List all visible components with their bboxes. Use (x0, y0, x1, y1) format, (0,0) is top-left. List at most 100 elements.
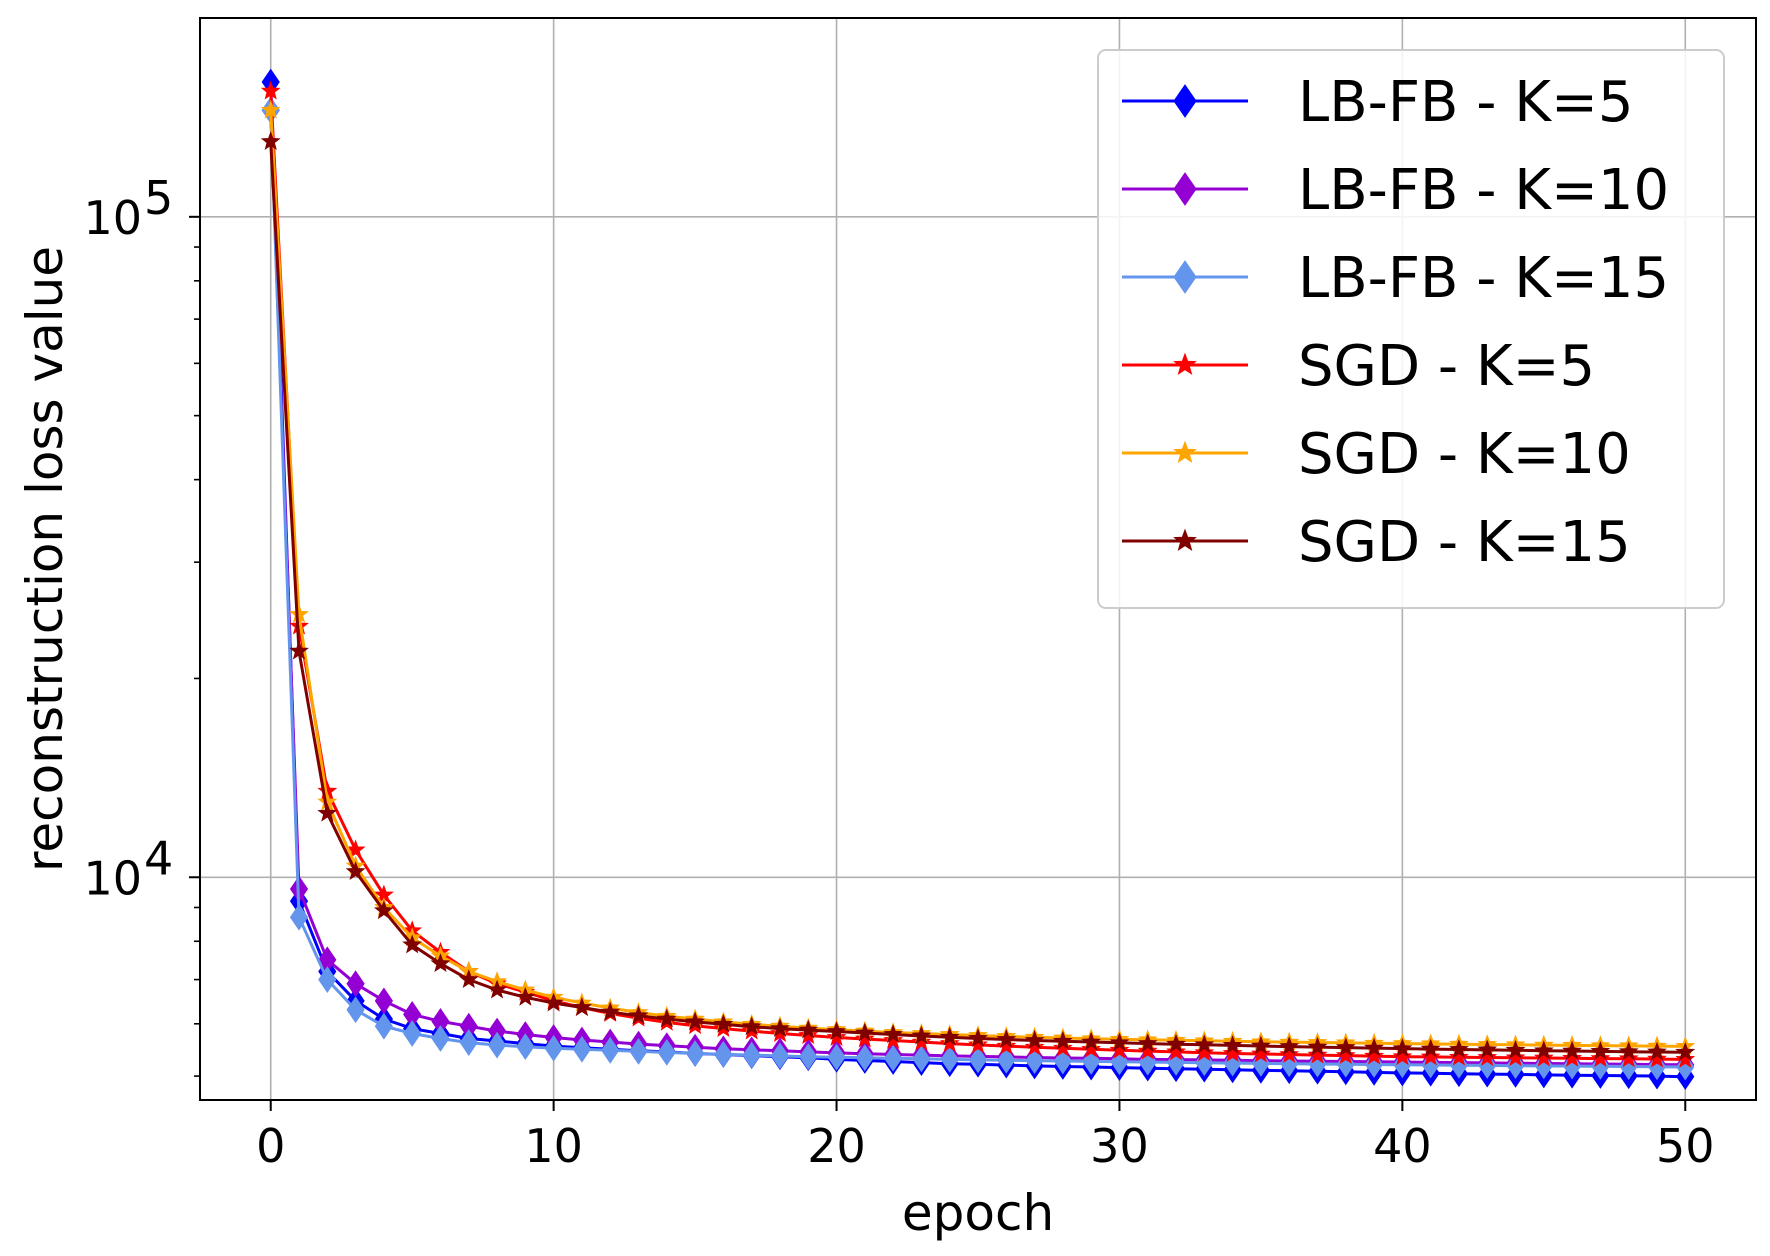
data-point (1505, 1039, 1526, 1059)
data-point (912, 1045, 931, 1073)
data-point (1025, 1047, 1044, 1075)
data-point (402, 934, 423, 954)
data-point (911, 1031, 932, 1051)
data-point (1533, 1040, 1554, 1060)
data-point (317, 802, 338, 822)
legend-marker (1173, 172, 1197, 206)
data-point (1081, 1031, 1102, 1051)
data-point (1647, 1041, 1667, 1061)
data-point (1307, 1044, 1328, 1064)
data-point (883, 1024, 904, 1043)
data-point (827, 1043, 846, 1071)
x-tick-label: 0 (256, 1119, 285, 1173)
data-point (318, 966, 337, 993)
data-point (657, 1039, 676, 1066)
data-point (1335, 1045, 1356, 1065)
data-point (628, 1005, 649, 1025)
legend-marker (1173, 440, 1197, 464)
plot-frame (199, 17, 1757, 1101)
legend-entry: LB-FB - K=10 (1122, 158, 1669, 223)
data-point (656, 1008, 677, 1028)
legend-marker (1173, 84, 1197, 118)
data-point (770, 1018, 790, 1038)
data-point (1137, 1040, 1158, 1060)
data-point (799, 1043, 818, 1071)
legend-box (1097, 49, 1725, 609)
data-point (1392, 1046, 1413, 1066)
data-point (798, 1019, 819, 1039)
data-point (1364, 1045, 1384, 1065)
data-point (289, 903, 309, 931)
data-point (883, 1030, 904, 1049)
legend-marker (1173, 352, 1197, 376)
data-point (911, 1025, 932, 1045)
data-point (516, 1033, 535, 1061)
data-point (1590, 1048, 1611, 1067)
data-point (1222, 1043, 1243, 1062)
data-point (515, 986, 536, 1006)
data-point (1449, 1039, 1469, 1058)
data-point (1420, 1038, 1441, 1058)
data-point (884, 1044, 903, 1072)
data-point (1109, 1039, 1130, 1059)
data-point (1166, 1033, 1186, 1053)
data-point (1563, 1052, 1582, 1080)
data-point (543, 992, 564, 1012)
data-point (1279, 1044, 1300, 1063)
data-point (1052, 1037, 1073, 1057)
data-point (1194, 1042, 1215, 1062)
data-point (1477, 1047, 1498, 1066)
data-point (1618, 1041, 1639, 1061)
data-point (1166, 1041, 1186, 1061)
data-point (459, 1029, 478, 1056)
data-point (996, 1029, 1017, 1048)
data-point (1647, 1048, 1667, 1068)
data-point (968, 1046, 988, 1074)
data-point (855, 1044, 874, 1072)
data-point (346, 996, 365, 1024)
series-layer (260, 68, 1696, 1091)
x-tick-label: 10 (524, 1119, 583, 1173)
data-point (854, 1022, 875, 1042)
data-point (289, 603, 309, 623)
data-point (826, 1027, 847, 1046)
data-point (770, 1042, 790, 1070)
y-tick-label-exponent: 5 (144, 171, 173, 225)
legend-label: SGD - K=15 (1298, 510, 1631, 575)
x-tick-label: 20 (807, 1119, 866, 1173)
data-point (854, 1028, 875, 1048)
data-point (1675, 1041, 1696, 1061)
legend-entry: SGD - K=5 (1122, 334, 1595, 399)
data-point (968, 1034, 988, 1054)
data-point (544, 1034, 563, 1062)
data-point (1449, 1051, 1469, 1079)
data-point (1533, 1047, 1554, 1067)
data-point (1449, 1046, 1469, 1066)
data-point (714, 1040, 733, 1068)
data-point (374, 1012, 393, 1040)
data-point (1024, 1036, 1045, 1056)
data-point (1590, 1040, 1611, 1060)
data-point (345, 839, 366, 859)
data-point (1307, 1036, 1328, 1056)
data-point (1364, 1037, 1384, 1057)
data-point (1024, 1030, 1045, 1049)
data-point (940, 1045, 959, 1073)
data-point (260, 80, 281, 100)
data-point (685, 1011, 706, 1031)
data-point (572, 1035, 592, 1063)
series-2 (261, 96, 1695, 1081)
data-point (1675, 1048, 1696, 1068)
data-point (487, 1031, 507, 1059)
data-point (996, 1035, 1017, 1055)
legend-label: LB-FB - K=15 (1298, 246, 1669, 311)
data-point (968, 1028, 988, 1047)
y-tick-label: 10 (83, 191, 142, 245)
data-point (487, 979, 507, 999)
data-point (939, 1033, 960, 1053)
legend-entry: LB-FB - K=15 (1122, 246, 1669, 311)
data-point (826, 1021, 847, 1040)
legend-entry: SGD - K=15 (1122, 510, 1631, 575)
data-point (572, 997, 592, 1016)
